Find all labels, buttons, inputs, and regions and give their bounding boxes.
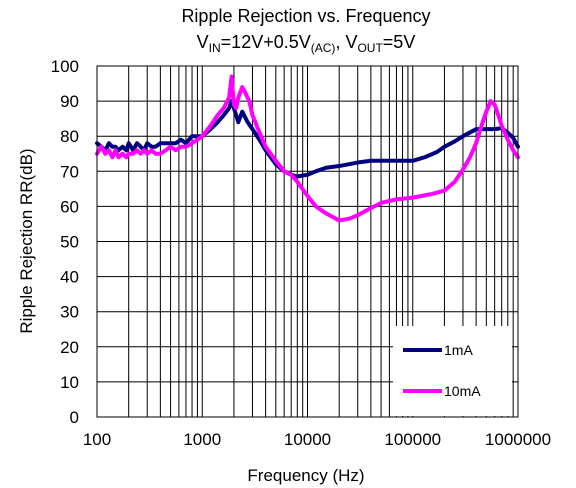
x-tick-label: 1000000 [485, 430, 551, 449]
subtitle-vout-value: =5V [383, 32, 416, 52]
y-tick-label: 80 [60, 127, 79, 146]
y-tick-label: 100 [51, 57, 79, 76]
x-tick-label: 100000 [384, 430, 441, 449]
chart-title: Ripple Rejection vs. Frequency [181, 6, 430, 26]
x-tick-label: 1000 [183, 430, 221, 449]
subtitle-vout-sub: OUT [357, 41, 383, 55]
tick-labels: 0 10 20 30 40 50 60 70 80 90 100 100 1000 10000 100000… [51, 57, 551, 449]
subtitle-vin-value: =12V+0.5V [221, 32, 311, 52]
y-tick-label: 40 [60, 268, 79, 287]
x-tick-label: 10000 [284, 430, 331, 449]
plot-border [96, 65, 519, 418]
legend-label-10mA: 10mA [444, 383, 481, 399]
legend: 1mA 10mA [393, 326, 512, 416]
subtitle-vin-sub: IN [209, 41, 221, 55]
y-axis-label: Ripple Rejection RR(dB) [17, 148, 36, 333]
y-tick-label: 50 [60, 233, 79, 252]
y-tick-label: 10 [60, 373, 79, 392]
x-axis-label: Frequency (Hz) [247, 466, 364, 485]
plot-lines [95, 74, 520, 223]
subtitle-ac-sub: (AC) [311, 41, 336, 55]
legend-background [393, 326, 512, 416]
chart-subtitle: VIN=12V+0.5V(AC), VOUT=5V [197, 32, 416, 55]
y-tick-label: 20 [60, 338, 79, 357]
y-tick-label: 70 [60, 162, 79, 181]
y-tick-label: 0 [70, 408, 79, 427]
subtitle-vin: V [197, 32, 209, 52]
y-tick-label: 60 [60, 197, 79, 216]
y-tick-label: 90 [60, 92, 79, 111]
x-tick-label: 100 [83, 430, 111, 449]
subtitle-separator: , V [335, 32, 357, 52]
legend-label-1mA: 1mA [444, 342, 473, 358]
series-line-1mA [95, 99, 520, 179]
y-tick-label: 30 [60, 303, 79, 322]
series-line-10mA [95, 74, 520, 223]
